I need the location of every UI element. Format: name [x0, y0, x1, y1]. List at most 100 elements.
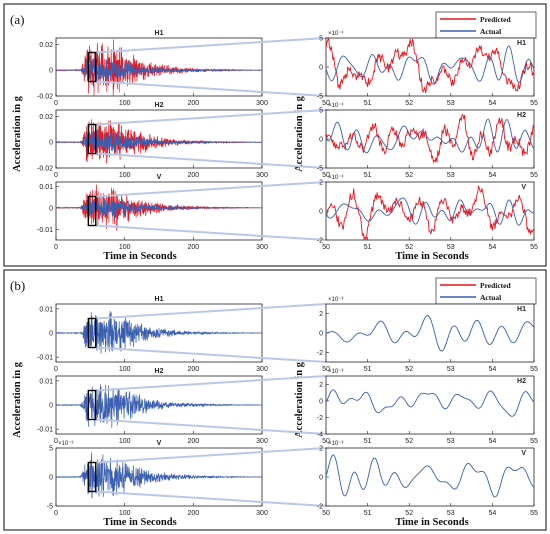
- x-tick-label: 0: [54, 366, 58, 373]
- x-tick-label: 0: [54, 510, 58, 517]
- component-title-zoom: V: [521, 450, 526, 457]
- y-tick-label: 0: [319, 398, 323, 405]
- x-tick-label: 53: [447, 172, 455, 179]
- series-predicted-zoom: [325, 37, 535, 94]
- x-tick-label: 0: [54, 172, 58, 179]
- y-tick-label: -0.01: [37, 427, 53, 434]
- y-tick-label: 2: [319, 180, 323, 187]
- exponent-label-zoom: ×10⁻³: [328, 297, 343, 303]
- x-tick-label: 52: [405, 172, 413, 179]
- legend-label-predicted: Predicted: [480, 281, 512, 290]
- exponent-label-zoom: ×10⁻³: [328, 31, 343, 37]
- y-tick-label: 0: [319, 331, 323, 338]
- x-tick-label: 0: [54, 100, 58, 107]
- zoom-window-marker: [87, 461, 97, 493]
- x-tick-label: 100: [119, 510, 131, 517]
- series-actual-full: [55, 310, 263, 354]
- x-tick-label: 51: [364, 366, 372, 373]
- series-actual-zoom: [325, 454, 535, 498]
- x-tick-label: 50: [322, 100, 330, 107]
- x-tick-label: 52: [405, 366, 413, 373]
- axes-zoom: [325, 109, 535, 169]
- zoom-connector-bottom: [95, 80, 327, 97]
- component-title-zoom: H2: [517, 378, 526, 385]
- legend-box: [435, 277, 537, 305]
- panel-b-frame: [3, 269, 547, 531]
- x-tick-label: 100: [119, 438, 131, 445]
- y-tick-label: 0: [49, 475, 53, 482]
- exponent-label-full: ×10⁻³: [58, 441, 73, 447]
- x-tick-label: 53: [447, 366, 455, 373]
- x-tick-label: 54: [489, 172, 497, 179]
- zoom-window-marker: [87, 195, 97, 227]
- y-tick-label: 0: [49, 140, 53, 147]
- panel-label: (b): [10, 278, 25, 293]
- y-tick-label: 2: [319, 446, 323, 453]
- x-tick-label: 54: [489, 100, 497, 107]
- legend: Predicted Actual: [435, 277, 537, 305]
- panel-label: (a): [10, 12, 24, 27]
- y-tick-label: 5: [49, 446, 53, 453]
- y-tick-label: -5: [47, 504, 53, 511]
- y-tick-label: -0.01: [37, 227, 53, 234]
- y-tick-label: 0: [319, 475, 323, 482]
- series-actual-zoom: [325, 389, 535, 417]
- component-title-full: H1: [155, 296, 164, 303]
- exponent-label-zoom: ×10⁻³: [328, 175, 343, 181]
- x-tick-label: 300: [256, 172, 268, 179]
- zoom-window-marker: [87, 123, 97, 155]
- x-axis-label-left: Time in Seconds: [103, 251, 176, 262]
- x-tick-label: 100: [119, 244, 131, 251]
- component-title-zoom: H1: [517, 306, 526, 313]
- x-tick-label: 200: [187, 172, 199, 179]
- series-actual-full: [56, 384, 263, 428]
- series-actual-zoom: [325, 45, 535, 85]
- zoom-window-marker: [87, 389, 97, 421]
- x-tick-label: 200: [187, 438, 199, 445]
- x-tick-label: 100: [119, 366, 131, 373]
- y-tick-label: 0: [49, 331, 53, 338]
- x-tick-label: 50: [322, 244, 330, 251]
- legend-label-actual: Actual: [480, 27, 501, 36]
- zoom-connector-bottom: [95, 346, 327, 363]
- y-tick-label: 0.01: [39, 306, 53, 313]
- component-title-full: H1: [155, 30, 164, 37]
- x-tick-label: 54: [489, 244, 497, 251]
- x-tick-label: 300: [256, 100, 268, 107]
- x-tick-label: 51: [364, 244, 372, 251]
- y-tick-label: -0.02: [37, 166, 53, 173]
- x-tick-label: 54: [489, 366, 497, 373]
- component-title-full: V: [157, 440, 162, 447]
- x-tick-label: 50: [322, 438, 330, 445]
- zoom-connector-top: [95, 303, 327, 320]
- x-tick-label: 55: [530, 244, 538, 251]
- legend-label-predicted: Predicted: [480, 15, 512, 24]
- y-tick-label: -2: [317, 504, 323, 511]
- x-tick-label: 54: [489, 438, 497, 445]
- zoom-connector-top: [95, 181, 327, 198]
- x-tick-label: 51: [364, 100, 372, 107]
- x-tick-label: 300: [256, 438, 268, 445]
- x-tick-label: 51: [364, 172, 372, 179]
- x-tick-label: 300: [256, 244, 268, 251]
- zoom-connector-top: [95, 109, 327, 126]
- y-tick-label: 0: [319, 209, 323, 216]
- series-actual-full: [55, 129, 262, 156]
- series-actual-zoom: [325, 197, 535, 226]
- chart-root: (a) Time in Seconds Time in Seconds Acceler…: [10, 11, 538, 528]
- x-tick-label: 0: [54, 244, 58, 251]
- x-tick-label: 52: [405, 100, 413, 107]
- panel-a-frame: [3, 3, 547, 267]
- y-tick-label: -2: [317, 238, 323, 245]
- x-tick-label: 200: [187, 366, 199, 373]
- y-tick-label: -5: [317, 166, 323, 173]
- zoom-connector-bottom: [95, 490, 327, 507]
- legend-label-actual: Actual: [480, 293, 501, 302]
- series-actual-full: [55, 196, 262, 220]
- zoom-connector-top: [95, 37, 327, 54]
- series-predicted-full: [55, 119, 263, 164]
- series-actual-zoom: [325, 118, 535, 154]
- axes-zoom: [325, 303, 535, 363]
- x-tick-label: 53: [447, 510, 455, 517]
